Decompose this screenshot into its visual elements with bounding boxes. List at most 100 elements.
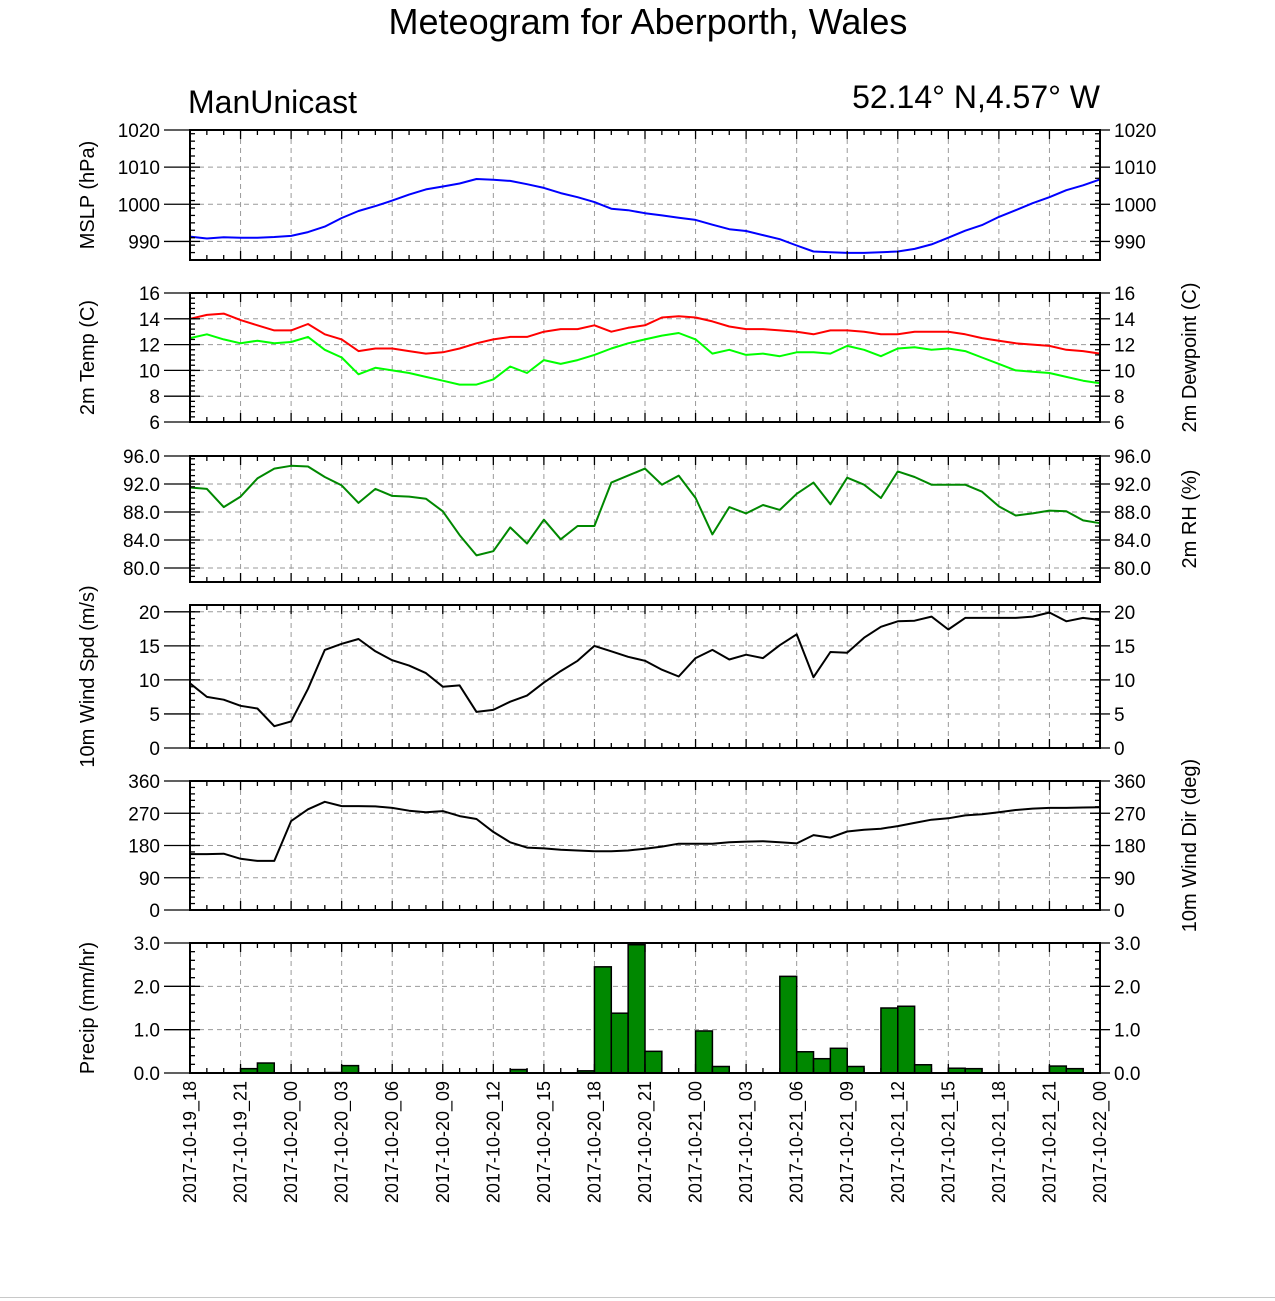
y-tick-label-right: 1020 xyxy=(1114,121,1156,142)
y-tick-label-right: 0.0 xyxy=(1114,1064,1140,1085)
y-tick-label: 3.0 xyxy=(134,934,160,955)
y-tick-label-right: 8 xyxy=(1114,387,1125,408)
y-tick-label: 1020 xyxy=(118,121,160,142)
precip-bar xyxy=(913,1064,933,1074)
y-axis-label: 10m Wind Spd (m/s) xyxy=(77,585,99,767)
x-tick-label: 2017-10-20_21 xyxy=(635,1081,656,1203)
y-tick-label-right: 88.0 xyxy=(1114,503,1151,524)
y-tick-label: 1010 xyxy=(118,158,160,179)
y-axis-label-right: 2m Dewpoint (C) xyxy=(1179,282,1201,432)
precip-bar xyxy=(694,1030,714,1074)
y-tick-label: 0 xyxy=(149,901,160,922)
y-tick-label-right: 0 xyxy=(1114,901,1125,922)
x-tick-label: 2017-10-21_06 xyxy=(787,1081,808,1203)
y-tick-label: 2.0 xyxy=(134,977,160,998)
y-tick-label-right: 92.0 xyxy=(1114,475,1151,496)
panel-wspd: 0 0 5 5 10 10 15 15 20 20 10m Wind Spd (m/s) xyxy=(77,585,1135,767)
y-axis-label: MSLP (hPa) xyxy=(77,141,99,250)
series-line-mslp xyxy=(189,178,1101,254)
y-axis-label: 2m Temp (C) xyxy=(77,300,99,415)
precip-bar xyxy=(644,1050,663,1074)
y-tick-label-right: 1010 xyxy=(1114,158,1156,179)
y-tick-label-right: 14 xyxy=(1114,310,1136,331)
y-tick-label: 0 xyxy=(149,739,160,760)
x-tick-label: 2017-10-21_12 xyxy=(888,1081,909,1203)
y-tick-label: 96.0 xyxy=(123,447,160,468)
panel-precip: 0.0 0.0 1.0 1.0 2.0 2.0 3.0 3.0 Precip (mm/hr) xyxy=(77,934,1140,1085)
precip-bar xyxy=(256,1062,276,1074)
x-tick-label: 2017-10-21_15 xyxy=(938,1081,959,1203)
x-tick-label: 2017-10-20_00 xyxy=(281,1081,302,1203)
panel-wdir: 0 0 90 90 180 180 270 270 360 360 10m Wind Dir (de… xyxy=(128,759,1201,932)
y-tick-label-right: 2.0 xyxy=(1114,977,1140,998)
y-tick-label-right: 10 xyxy=(1114,671,1135,692)
x-tick-label: 2017-10-20_12 xyxy=(483,1081,504,1203)
x-tick-label: 2017-10-21_18 xyxy=(989,1081,1010,1203)
x-tick-label: 2017-10-22_00 xyxy=(1090,1081,1111,1203)
series-line-temp xyxy=(189,332,1101,386)
series-line-wdir xyxy=(190,800,1101,862)
y-tick-label-right: 80.0 xyxy=(1114,559,1151,580)
y-tick-label: 15 xyxy=(139,637,160,658)
y-tick-label-right: 270 xyxy=(1114,804,1146,825)
series-line-rh xyxy=(189,464,1101,557)
panel-mslp: 990 990 1000 1000 1010 1010 1020 1020 MSLP (hPa) xyxy=(77,121,1156,261)
x-tick-label: 2017-10-20_09 xyxy=(433,1081,454,1203)
y-tick-label: 180 xyxy=(128,837,160,858)
y-tick-label-right: 990 xyxy=(1114,232,1146,253)
y-tick-label-right: 1000 xyxy=(1114,195,1156,216)
precip-bar xyxy=(340,1064,360,1074)
y-axis-label-right: 2m RH (%) xyxy=(1179,470,1201,569)
model-label: ManUnicast xyxy=(188,84,357,120)
series-line-wspd xyxy=(189,611,1101,728)
y-tick-label: 14 xyxy=(139,310,161,331)
precip-bar xyxy=(1048,1065,1068,1074)
series-line-temp xyxy=(189,312,1101,355)
precip-bar xyxy=(880,1007,899,1074)
precip-bar xyxy=(627,943,646,1074)
y-axis-label-right: 10m Wind Dir (deg) xyxy=(1179,759,1201,932)
y-tick-label: 0.0 xyxy=(134,1064,160,1085)
y-tick-label: 12 xyxy=(139,336,160,357)
panel-temp: 6 6 8 8 10 10 12 12 14 14 16 16 2m Temp (C) 2m Dewpoi… xyxy=(77,282,1201,434)
bottom-rule xyxy=(0,1297,1275,1298)
y-tick-label-right: 180 xyxy=(1114,837,1146,858)
y-tick-label-right: 6 xyxy=(1114,413,1125,434)
y-tick-label-right: 15 xyxy=(1114,637,1135,658)
y-tick-label: 1000 xyxy=(118,195,160,216)
y-tick-label: 1.0 xyxy=(134,1021,160,1042)
y-tick-label-right: 20 xyxy=(1114,603,1135,624)
y-tick-label: 990 xyxy=(128,232,160,253)
y-tick-label-right: 10 xyxy=(1114,361,1135,382)
y-tick-label-right: 1.0 xyxy=(1114,1021,1140,1042)
y-tick-label-right: 3.0 xyxy=(1114,934,1140,955)
precip-bar xyxy=(897,1005,916,1074)
y-tick-label: 6 xyxy=(149,413,160,434)
y-tick-label: 16 xyxy=(139,284,160,305)
y-tick-label-right: 96.0 xyxy=(1114,447,1151,468)
precip-bar xyxy=(812,1057,832,1074)
chart-title: Meteogram for Aberporth, Wales xyxy=(389,1,908,42)
panel-rh: 80.0 80.0 84.0 84.0 88.0 88.0 92.0 92.0 96.0 96.0… xyxy=(123,447,1201,583)
x-tick-label: 2017-10-21_21 xyxy=(1039,1081,1060,1203)
y-tick-label-right: 360 xyxy=(1114,772,1146,793)
x-tick-label: 2017-10-20_06 xyxy=(382,1081,403,1203)
x-tick-label: 2017-10-19_21 xyxy=(231,1081,252,1203)
y-tick-label-right: 0 xyxy=(1114,739,1125,760)
x-tick-label: 2017-10-21_00 xyxy=(686,1081,707,1203)
y-tick-label-right: 5 xyxy=(1114,705,1125,726)
y-tick-label: 84.0 xyxy=(123,531,160,552)
y-tick-label: 10 xyxy=(139,361,160,382)
precip-bar xyxy=(829,1047,848,1074)
y-tick-label: 80.0 xyxy=(123,559,160,580)
x-tick-label: 2017-10-20_03 xyxy=(332,1081,353,1203)
location-label: 52.14° N,4.57° W xyxy=(852,79,1101,115)
y-tick-label-right: 16 xyxy=(1114,284,1135,305)
x-tick-label: 2017-10-21_03 xyxy=(736,1081,757,1203)
y-tick-label: 88.0 xyxy=(123,503,160,524)
x-tick-label: 2017-10-20_15 xyxy=(534,1081,555,1203)
precip-bar xyxy=(610,1012,629,1074)
y-tick-label: 90 xyxy=(139,869,160,890)
y-tick-label-right: 84.0 xyxy=(1114,531,1151,552)
